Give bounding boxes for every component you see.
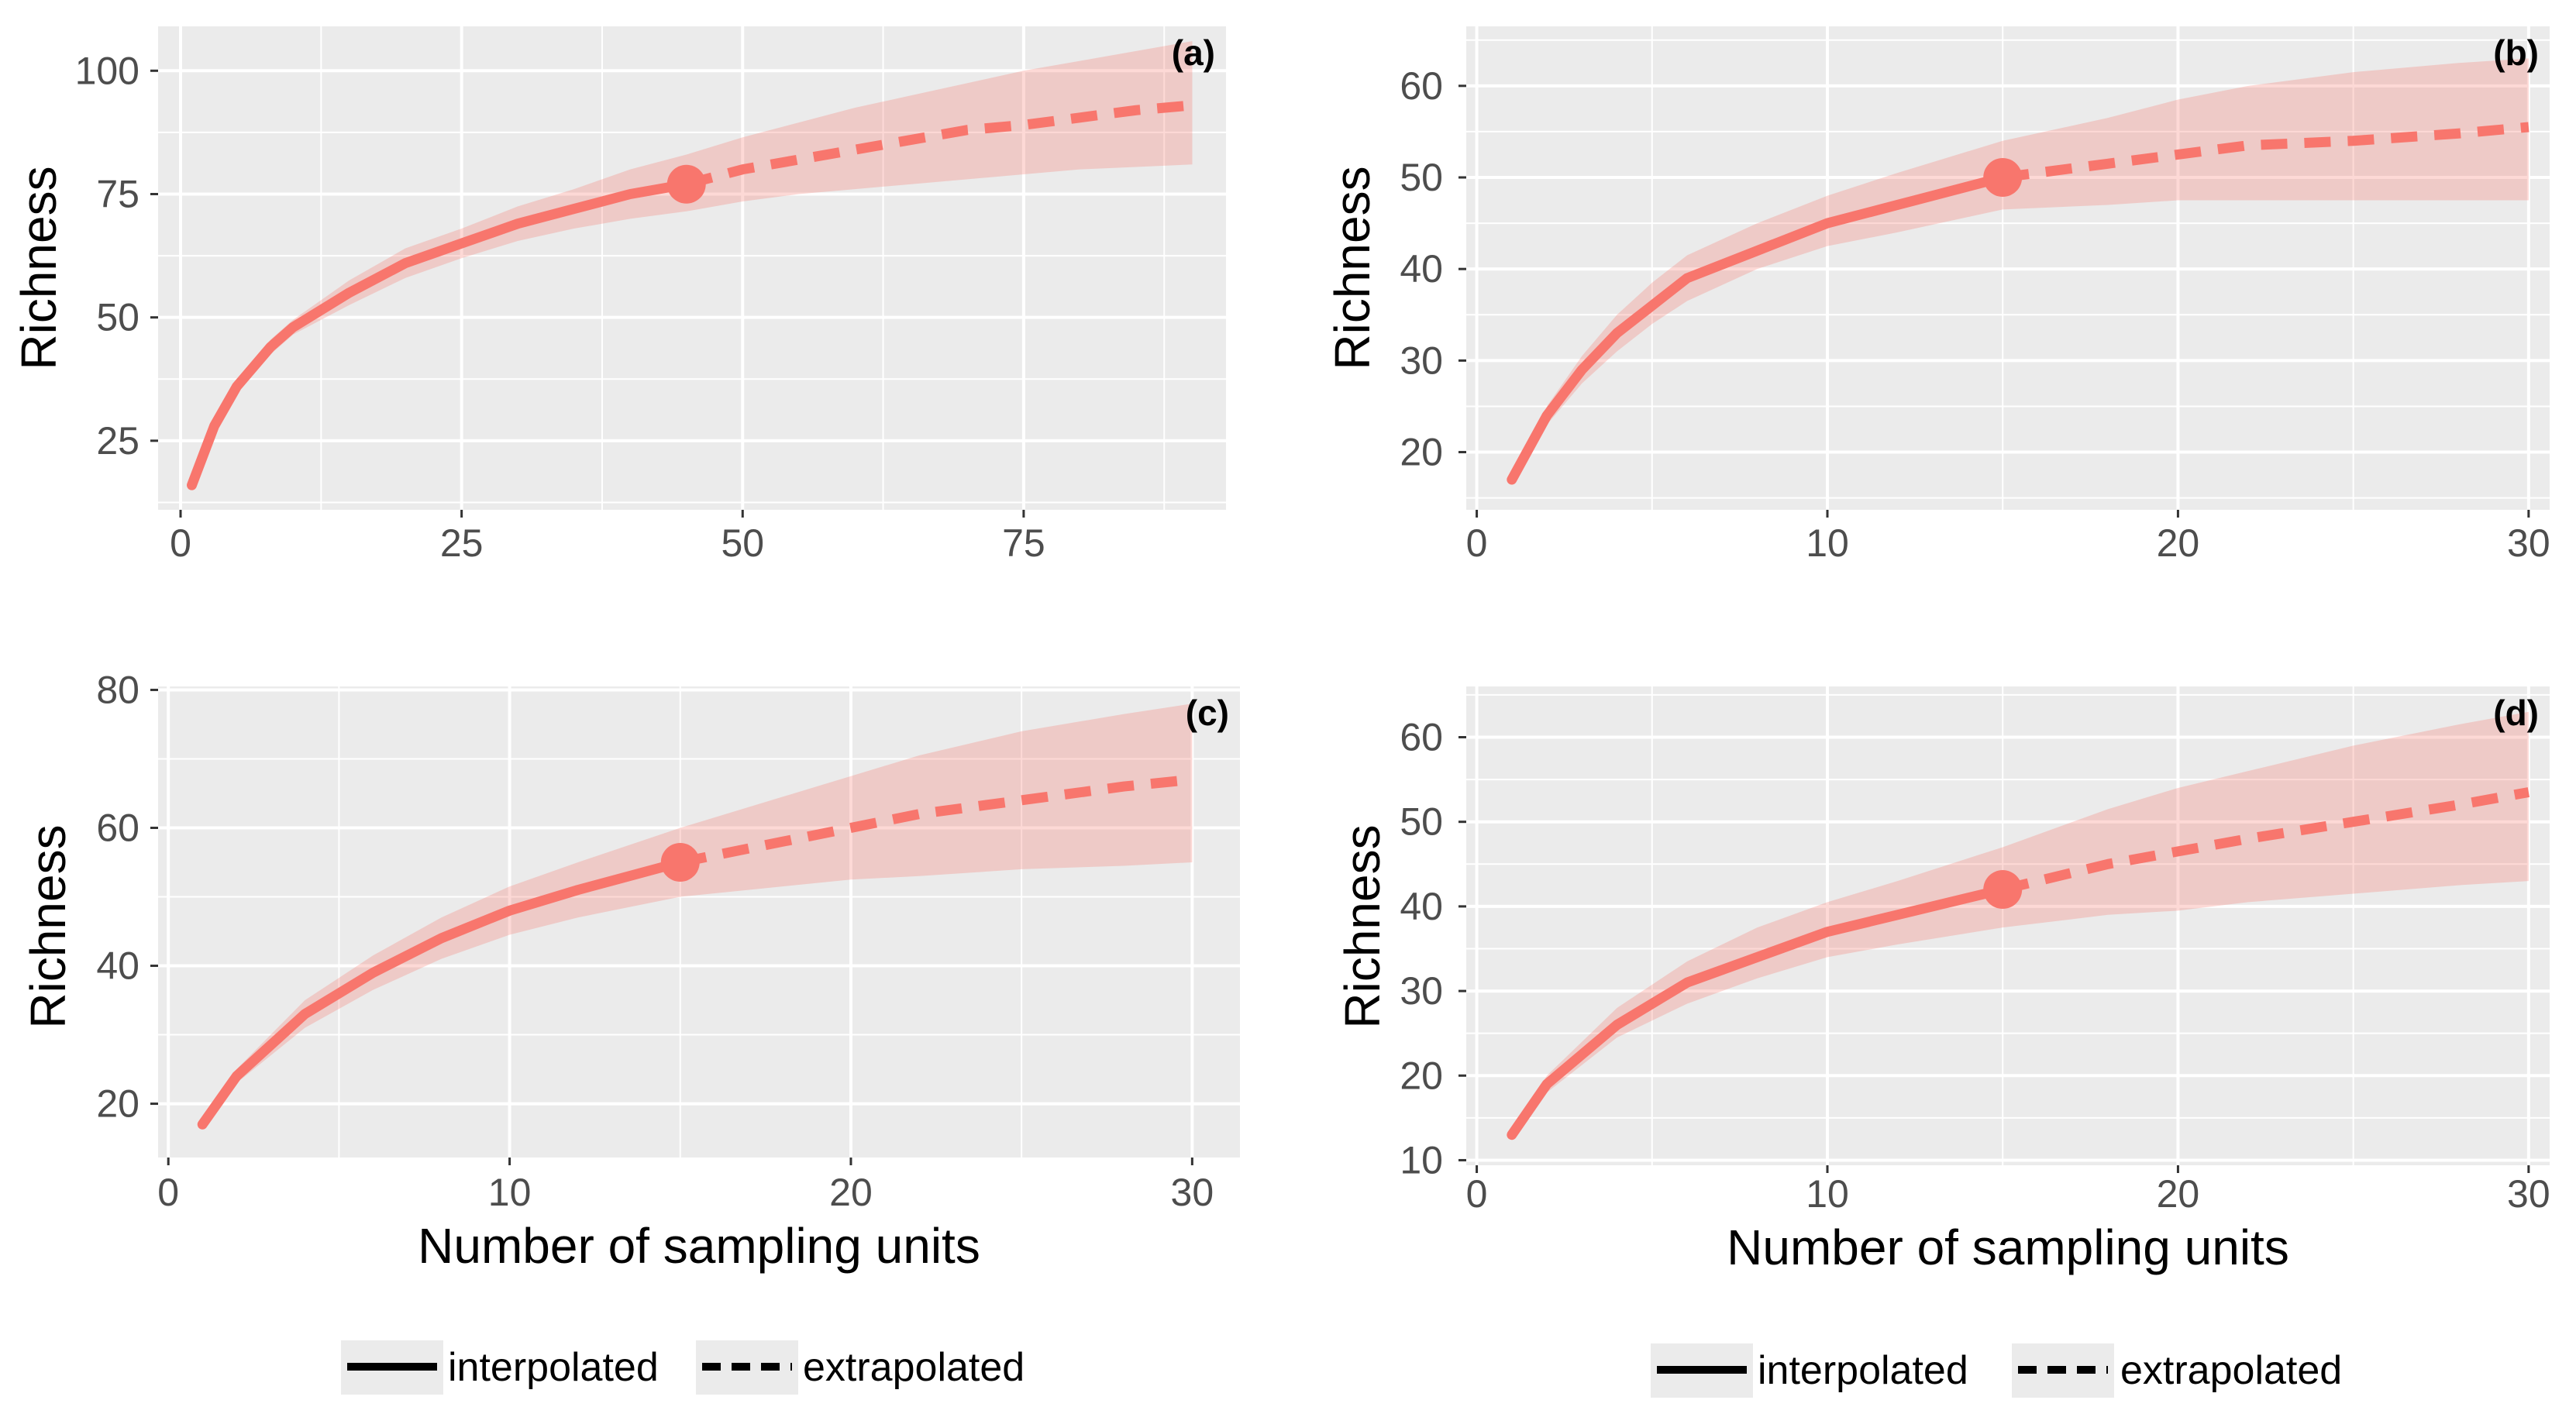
y-tick-label: 75 bbox=[96, 172, 139, 215]
y-tick-label: 20 bbox=[1400, 1054, 1443, 1097]
y-axis-title: Richness bbox=[20, 824, 76, 1028]
x-tick-label: 20 bbox=[2157, 1172, 2200, 1216]
x-axis-title: Number of sampling units bbox=[1727, 1220, 2289, 1275]
x-tick-label: 0 bbox=[157, 1171, 179, 1214]
interpolated-line bbox=[1507, 172, 2008, 485]
y-tick-label: 50 bbox=[96, 296, 139, 339]
interpolated-line bbox=[1507, 884, 2008, 1140]
x-tick-label: 0 bbox=[1466, 521, 1488, 565]
x-tick-label: 10 bbox=[1806, 521, 1849, 565]
observed-point bbox=[666, 164, 706, 204]
y-tick-label: 40 bbox=[1400, 885, 1443, 928]
confidence-band bbox=[1511, 711, 2529, 1135]
panel-d: 0 10 20 30 10 20 30 40 50 60 (d) Richness Number of … bbox=[1334, 686, 2550, 1275]
observed-point bbox=[1983, 158, 2023, 197]
x-tick-label: 30 bbox=[1171, 1171, 1214, 1214]
panel-c: 0 10 20 30 20 40 60 80 (c) Richness Number of samp… bbox=[20, 668, 1240, 1274]
extrapolated-line bbox=[2001, 787, 2530, 895]
y-tick-label: 20 bbox=[1400, 431, 1443, 474]
confidence-band bbox=[1511, 58, 2529, 480]
x-tick-label: 0 bbox=[1466, 1172, 1488, 1216]
legend-2: interpolated extrapolated bbox=[1651, 1343, 2342, 1398]
interpolated-line bbox=[197, 857, 686, 1130]
interpolated-line bbox=[187, 179, 692, 490]
panel-b: 0 10 20 30 20 30 40 50 60 (b) Richness bbox=[1324, 26, 2550, 565]
y-axis-title: Richness bbox=[11, 166, 67, 370]
x-axis-title: Number of sampling units bbox=[418, 1218, 980, 1274]
y-tick-label: 50 bbox=[1400, 156, 1443, 199]
legend-label: extrapolated bbox=[2120, 1348, 2342, 1393]
y-axis-title: Richness bbox=[1334, 824, 1390, 1028]
panel-background bbox=[158, 26, 1226, 510]
extrapolated-line bbox=[2002, 122, 2530, 183]
y-tick-label: 30 bbox=[1400, 339, 1443, 382]
panel-tag: (d) bbox=[2493, 693, 2539, 733]
confidence-band bbox=[191, 41, 1193, 486]
legend-1: interpolated extrapolated bbox=[341, 1340, 1025, 1395]
y-tick-label: 60 bbox=[1400, 64, 1443, 108]
legend-label: interpolated bbox=[1758, 1348, 1968, 1393]
y-axis-title: Richness bbox=[1324, 166, 1380, 370]
legend-label: extrapolated bbox=[803, 1345, 1025, 1390]
y-tick-label: 40 bbox=[96, 944, 139, 988]
observed-point bbox=[1983, 870, 2023, 910]
panel-tag: (c) bbox=[1186, 693, 1229, 733]
y-tick-label: 10 bbox=[1400, 1138, 1443, 1182]
y-tick-label: 30 bbox=[1400, 969, 1443, 1013]
observed-point bbox=[660, 842, 700, 882]
x-tick-label: 0 bbox=[170, 521, 191, 565]
x-tick-label: 30 bbox=[2507, 1172, 2550, 1216]
y-tick-label: 40 bbox=[1400, 247, 1443, 291]
panel-tag: (a) bbox=[1172, 33, 1215, 73]
panel-background bbox=[1466, 686, 2550, 1165]
x-tick-label: 20 bbox=[2157, 521, 2200, 565]
x-tick-label: 75 bbox=[1002, 521, 1045, 565]
x-tick-label: 50 bbox=[721, 521, 764, 565]
x-tick-label: 25 bbox=[440, 521, 484, 565]
x-tick-label: 10 bbox=[1806, 1172, 1849, 1216]
legend-label: interpolated bbox=[448, 1345, 659, 1390]
y-tick-label: 80 bbox=[96, 668, 139, 711]
panel-a: 0 25 50 75 25 50 75 100 (a) Richness bbox=[11, 26, 1226, 565]
y-tick-label: 100 bbox=[75, 49, 139, 92]
y-tick-label: 60 bbox=[96, 806, 139, 849]
y-tick-label: 60 bbox=[1400, 716, 1443, 759]
extrapolated-line bbox=[679, 774, 1193, 868]
y-tick-label: 25 bbox=[96, 419, 139, 463]
x-tick-label: 10 bbox=[488, 1171, 532, 1214]
x-tick-label: 20 bbox=[829, 1171, 873, 1214]
y-tick-label: 50 bbox=[1400, 800, 1443, 844]
panel-tag: (b) bbox=[2493, 33, 2539, 73]
x-tick-label: 30 bbox=[2507, 521, 2550, 565]
y-tick-label: 20 bbox=[96, 1082, 139, 1126]
